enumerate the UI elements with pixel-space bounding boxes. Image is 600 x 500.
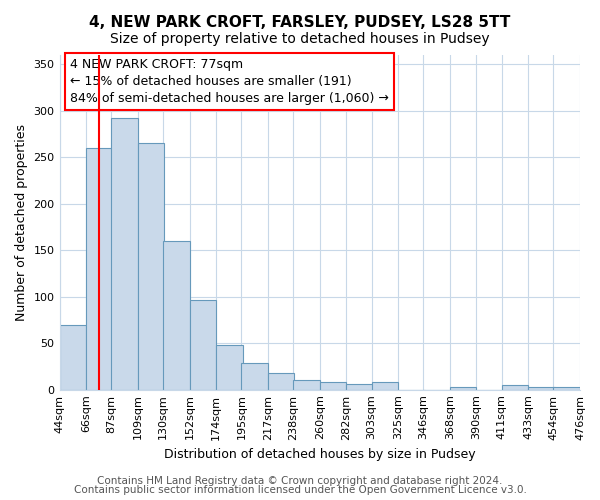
X-axis label: Distribution of detached houses by size in Pudsey: Distribution of detached houses by size …	[164, 448, 476, 461]
Bar	[502, 385, 528, 390]
Text: 4, NEW PARK CROFT, FARSLEY, PUDSEY, LS28 5TT: 4, NEW PARK CROFT, FARSLEY, PUDSEY, LS28…	[89, 15, 511, 30]
Bar	[59, 324, 86, 390]
Bar	[553, 387, 580, 390]
Bar	[371, 382, 398, 390]
Text: Contains HM Land Registry data © Crown copyright and database right 2024.: Contains HM Land Registry data © Crown c…	[97, 476, 503, 486]
Bar	[293, 380, 320, 390]
Bar	[450, 387, 476, 390]
Bar	[216, 345, 242, 390]
Bar	[190, 300, 216, 390]
Bar	[528, 387, 554, 390]
Text: Contains public sector information licensed under the Open Government Licence v3: Contains public sector information licen…	[74, 485, 526, 495]
Bar	[86, 148, 113, 390]
Text: 4 NEW PARK CROFT: 77sqm
← 15% of detached houses are smaller (191)
84% of semi-d: 4 NEW PARK CROFT: 77sqm ← 15% of detache…	[70, 58, 389, 106]
Bar	[346, 384, 373, 390]
Bar	[163, 241, 190, 390]
Bar	[138, 144, 164, 390]
Bar	[241, 362, 268, 390]
Bar	[112, 118, 138, 390]
Bar	[320, 382, 346, 390]
Y-axis label: Number of detached properties: Number of detached properties	[15, 124, 28, 321]
Bar	[268, 373, 295, 390]
Text: Size of property relative to detached houses in Pudsey: Size of property relative to detached ho…	[110, 32, 490, 46]
